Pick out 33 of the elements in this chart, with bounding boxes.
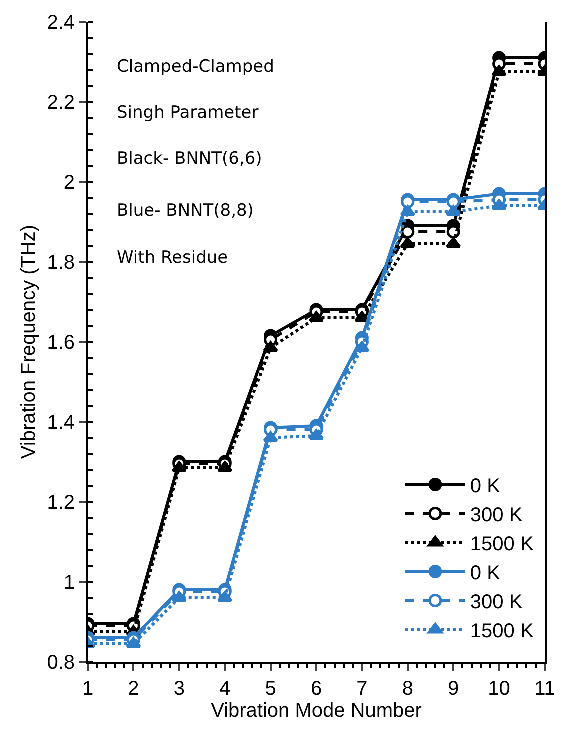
annotation: Clamped-Clamped [117,57,274,77]
x-axis-title: Vibration Mode Number [211,700,422,722]
x-tick-label: 10 [488,678,510,700]
y-tick-label: 0.8 [47,652,75,674]
x-tick-label: 4 [220,678,231,700]
legend-label: 0 K [470,562,502,584]
annotation: With Residue [117,248,228,268]
y-tick-label: 1 [64,572,75,594]
legend-label: 300 K [470,592,524,614]
y-tick-label: 2 [64,172,75,194]
x-tick-label: 6 [310,678,322,700]
y-tick-label: 2.4 [47,12,75,34]
y-tick-label: 1.2 [47,492,75,514]
x-tick-label: 8 [402,678,414,700]
y-axis-title: Vibration Frequency (THz) [18,224,40,460]
x-tick-label: 11 [534,678,556,700]
legend-label: 1500 K [470,620,534,642]
legend-label: 300 K [470,504,524,526]
x-tick-label: 1 [82,678,94,700]
annotation: Singh Parameter [117,103,259,123]
y-tick-label: 2.2 [47,92,75,114]
legend-label: 1500 K [470,534,534,556]
x-tick-label: 7 [356,678,368,700]
x-tick-label: 2 [128,678,140,700]
x-tick-label: 9 [448,678,460,700]
x-tick-label: 5 [265,678,276,700]
y-tick-label: 1.8 [47,252,75,274]
legend-label: 0 K [470,476,502,498]
y-tick-label: 1.6 [47,332,75,354]
annotation: Blue- BNNT(8,8) [117,201,254,221]
y-tick-label: 1.4 [47,412,75,434]
x-tick-label: 3 [174,678,185,700]
annotation: Black- BNNT(6,6) [117,149,262,169]
